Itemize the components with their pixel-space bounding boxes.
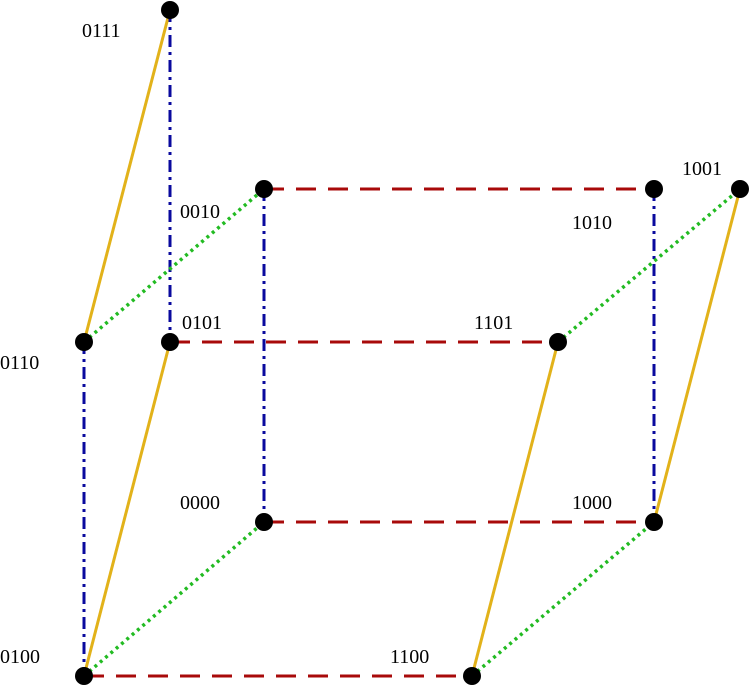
node — [549, 333, 567, 351]
node — [645, 180, 663, 198]
edge — [82, 341, 172, 677]
edge — [470, 520, 656, 678]
node-label: 1001 — [682, 158, 722, 180]
node — [645, 513, 663, 531]
node — [75, 333, 93, 351]
edge — [652, 188, 742, 523]
node-label: 1010 — [572, 212, 612, 234]
edge — [82, 187, 266, 344]
edge — [470, 341, 560, 677]
labels: 0111 0010 0110 0101 1101 1010 1001 0000 … — [0, 20, 722, 668]
node-label: 1101 — [474, 312, 513, 334]
node-label: 0000 — [180, 492, 220, 514]
node-label: 1100 — [390, 646, 429, 668]
node-label: 0101 — [182, 312, 222, 334]
edge — [556, 187, 742, 344]
node-label: 0010 — [180, 201, 220, 223]
edge — [82, 520, 266, 678]
node — [731, 180, 749, 198]
node — [75, 667, 93, 685]
node — [161, 1, 179, 19]
node — [255, 180, 273, 198]
node — [463, 667, 481, 685]
node-label: 0100 — [0, 646, 40, 668]
node-label: 1000 — [572, 492, 612, 514]
node-label: 0111 — [82, 20, 121, 42]
node — [161, 333, 179, 351]
node-label: 0110 — [0, 352, 39, 374]
edge — [82, 9, 172, 343]
node — [255, 513, 273, 531]
edges — [82, 9, 742, 678]
nodes — [75, 1, 749, 685]
